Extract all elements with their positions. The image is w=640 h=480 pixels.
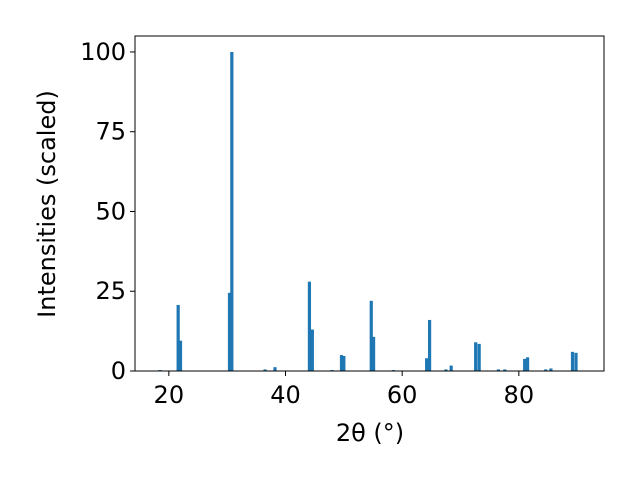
x-tick-label: 60	[387, 381, 418, 409]
bar	[371, 336, 376, 371]
bar	[449, 365, 453, 371]
bar	[227, 292, 232, 371]
bar	[544, 369, 548, 371]
bar	[474, 342, 478, 371]
bar	[425, 358, 429, 371]
bar	[369, 300, 373, 371]
bar	[496, 369, 501, 371]
y-tick-label: 75	[95, 118, 126, 146]
bar	[273, 367, 277, 371]
y-axis-label: Intensities (scaled)	[33, 90, 61, 318]
bar	[444, 369, 448, 371]
bar	[549, 368, 553, 371]
y-tick-label: 100	[80, 38, 126, 66]
bar	[339, 355, 344, 371]
y-tick-label: 25	[95, 277, 126, 305]
y-tick-label: 50	[95, 197, 126, 225]
bar	[307, 281, 312, 371]
x-tick-label: 20	[154, 381, 185, 409]
x-tick-label: 40	[270, 381, 301, 409]
bar	[523, 358, 527, 371]
bar	[230, 51, 234, 371]
bar	[310, 329, 314, 371]
bar	[570, 351, 575, 371]
bar	[178, 340, 183, 371]
bar	[503, 369, 507, 371]
bar	[427, 319, 432, 371]
bar	[477, 343, 481, 371]
bar	[342, 356, 346, 371]
plot-frame	[134, 35, 605, 372]
bar	[176, 304, 180, 371]
bar	[525, 357, 530, 371]
bar	[574, 352, 578, 371]
x-tick-label: 80	[504, 381, 535, 409]
bar	[263, 369, 267, 371]
y-tick-label: 0	[111, 357, 126, 385]
x-axis-label: 2θ (°)	[336, 419, 404, 447]
